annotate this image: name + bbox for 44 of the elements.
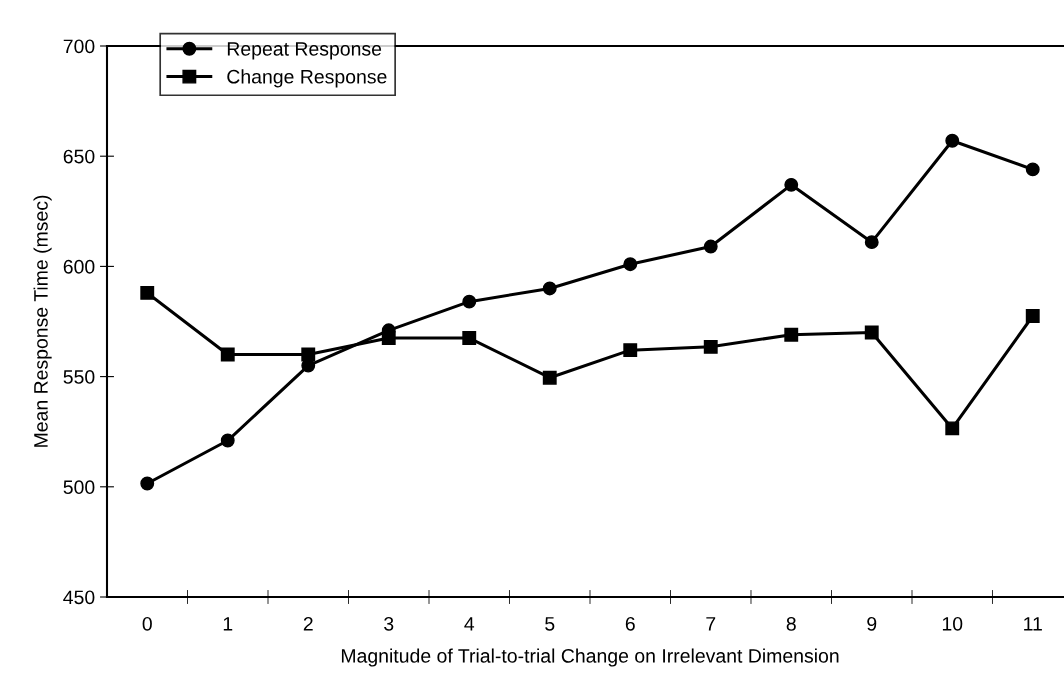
x-tick-label: 3 <box>384 616 394 631</box>
point <box>1025 309 1040 323</box>
y-tick-label: 450 <box>63 590 95 605</box>
point <box>301 347 316 362</box>
y-tick-label: 500 <box>63 480 95 495</box>
legend-label: Change Response <box>227 69 387 88</box>
y-tick-label: 700 <box>63 39 95 54</box>
x-tick-label: 2 <box>303 616 313 631</box>
point <box>381 331 396 345</box>
point <box>784 177 799 192</box>
point <box>140 285 155 300</box>
point <box>623 257 638 272</box>
x-tick-label: 8 <box>786 616 796 631</box>
point <box>220 347 235 362</box>
x-tick-label: 10 <box>942 616 963 631</box>
x-tick-label: 9 <box>867 616 877 631</box>
point <box>542 281 557 296</box>
point <box>864 325 879 340</box>
point <box>945 421 960 436</box>
x-tick-label: 5 <box>545 617 555 631</box>
point <box>945 133 960 148</box>
point <box>623 343 638 358</box>
point <box>703 339 718 354</box>
x-tick-label: 0 <box>142 616 152 631</box>
y-tick-label: 550 <box>63 370 95 384</box>
x-tick-label: 11 <box>1024 617 1042 631</box>
point <box>220 433 235 448</box>
point <box>864 235 879 250</box>
y-tick-label: 650 <box>63 149 95 164</box>
point <box>462 331 477 345</box>
x-tick-label: 1 <box>223 617 233 631</box>
point <box>784 327 799 342</box>
y-axis-title: Mean Response Time (msec) <box>33 195 52 447</box>
x-tick-label: 7 <box>706 617 716 631</box>
y-tick-label: 600 <box>63 259 95 274</box>
point <box>1025 162 1040 177</box>
x-axis-title: Magnitude of Trial-to-trial Change on Irrelevant Dimension <box>341 648 839 667</box>
point <box>462 294 477 309</box>
point <box>140 476 155 491</box>
x-tick-label: 4 <box>464 617 475 631</box>
point <box>542 370 557 385</box>
point <box>703 239 718 254</box>
x-tick-label: 6 <box>625 616 635 631</box>
legend-label: Repeat Response <box>227 42 382 60</box>
